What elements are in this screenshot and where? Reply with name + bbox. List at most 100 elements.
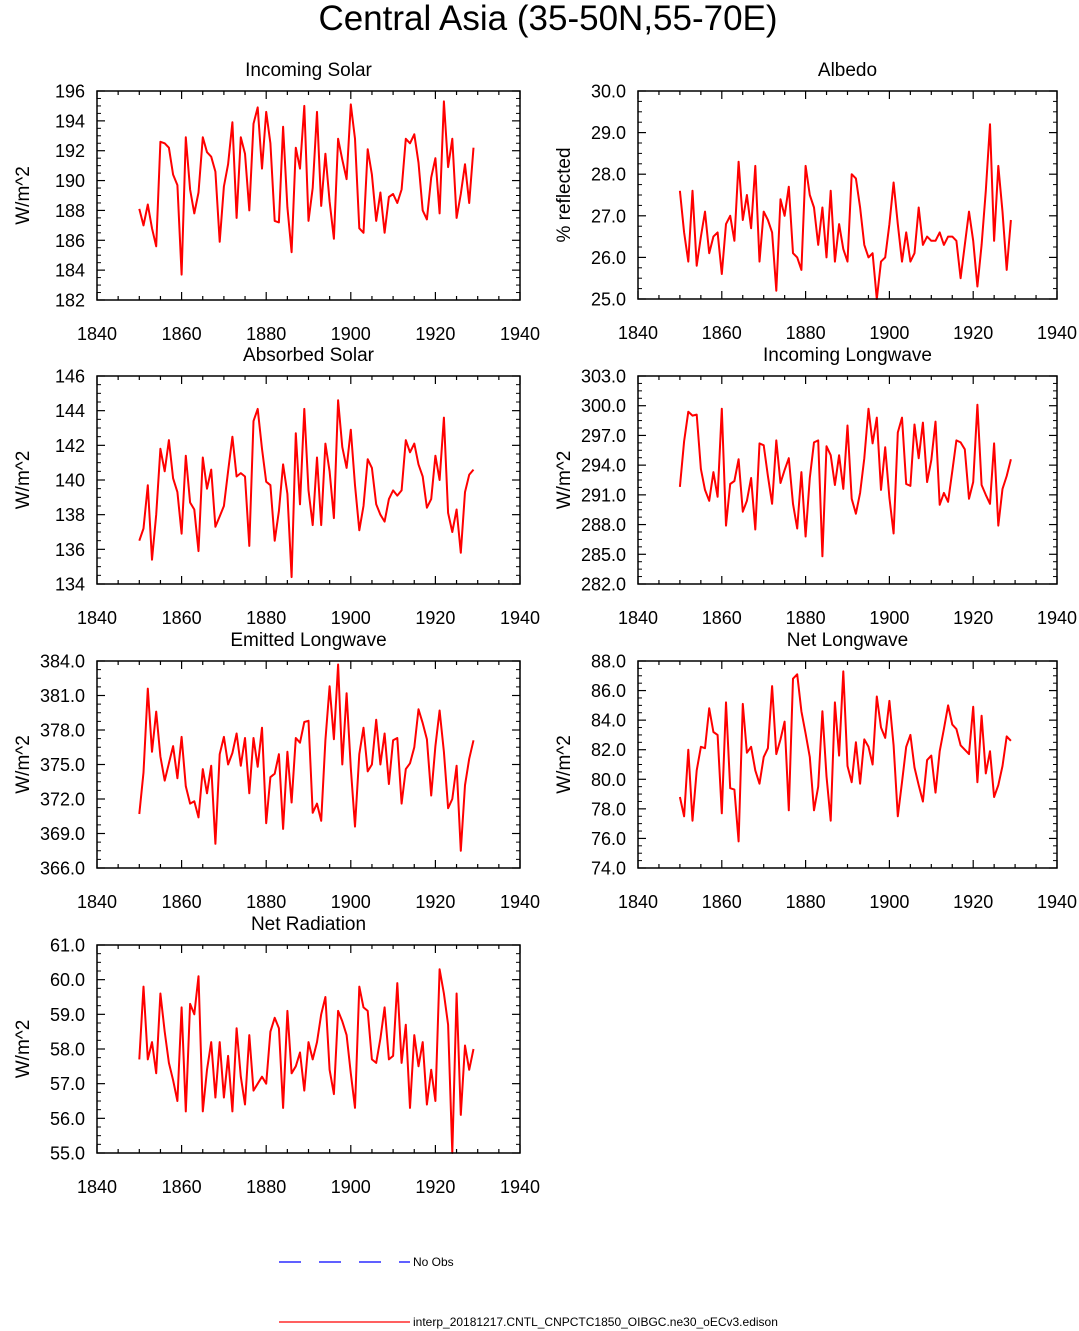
series-line xyxy=(138,663,475,852)
plot-frame xyxy=(96,375,521,585)
y-tick-label: 369.0 xyxy=(40,824,85,844)
y-tick-label: 192 xyxy=(55,141,85,161)
x-tick-label: 1840 xyxy=(77,892,117,912)
x-tick-label: 1840 xyxy=(618,608,658,628)
panels: Incoming Solar W/m^2 1840 1860 1880 1900 1920 1… xyxy=(13,60,1077,1197)
y-tick-label: 140 xyxy=(55,471,85,491)
x-tick-label: 1940 xyxy=(1037,892,1077,912)
y-tick-label: 142 xyxy=(55,436,85,456)
y-tick-label: 196 xyxy=(55,82,85,102)
chart-panel-3: Absorbed Solar W/m^2 1840 1860 1880 1900 1920 1… xyxy=(13,345,540,628)
y-tick-label: 291.0 xyxy=(581,485,626,505)
chart-title: Albedo xyxy=(818,60,877,81)
y-tick-label: 55.0 xyxy=(50,1144,85,1164)
y-tick-label: 144 xyxy=(55,401,85,421)
y-tick-label: 384.0 xyxy=(40,652,85,672)
chart-title: Net Longwave xyxy=(787,630,908,651)
y-tick-label: 182 xyxy=(55,291,85,311)
y-tick-label: 366.0 xyxy=(40,859,85,879)
y-tick-label: 28.0 xyxy=(591,165,626,185)
page-title: Central Asia (35-50N,55-70E) xyxy=(318,0,777,38)
model-legend-label: interp_20181217.CNTL_CNPCTC1850_OIBGC.ne… xyxy=(413,1315,778,1329)
x-tick-label: 1940 xyxy=(1037,608,1077,628)
x-tick-label: 1860 xyxy=(162,608,202,628)
x-tick-label: 1920 xyxy=(953,608,993,628)
y-tick-label: 184 xyxy=(55,261,85,281)
x-tick-label: 1920 xyxy=(415,892,455,912)
plot-frame xyxy=(637,660,1058,869)
chart-title: Absorbed Solar xyxy=(243,345,375,366)
x-tick-label: 1880 xyxy=(786,323,826,343)
series-line xyxy=(138,100,475,276)
x-tick-label: 1880 xyxy=(246,1177,286,1197)
x-tick-label: 1900 xyxy=(869,892,909,912)
y-tick-label: 78.0 xyxy=(591,799,626,819)
chart-panel-2: Albedo % reflected 1840 1860 1880 1900 1920 194… xyxy=(554,60,1077,343)
y-tick-label: 285.0 xyxy=(581,545,626,565)
series-line xyxy=(678,670,1012,843)
y-tick-label: 88.0 xyxy=(591,652,626,672)
chart-panel-7: Net Radiation W/m^2 1840 1860 1880 1900 1920 19… xyxy=(13,914,540,1197)
chart-title: Incoming Solar xyxy=(245,60,372,81)
x-tick-label: 1880 xyxy=(246,608,286,628)
x-tick-label: 1860 xyxy=(162,892,202,912)
x-tick-label: 1840 xyxy=(77,324,117,344)
plot-frame xyxy=(96,944,521,1154)
plot-frame xyxy=(96,90,521,301)
x-tick-label: 1880 xyxy=(786,892,826,912)
y-tick-label: 59.0 xyxy=(50,1005,85,1025)
y-tick-label: 57.0 xyxy=(50,1074,85,1094)
y-tick-label: 372.0 xyxy=(40,790,85,810)
x-tick-label: 1860 xyxy=(702,323,742,343)
y-axis-label: % reflected xyxy=(554,147,575,242)
y-tick-label: 294.0 xyxy=(581,456,626,476)
y-tick-label: 300.0 xyxy=(581,396,626,416)
plot-frame xyxy=(637,90,1058,300)
series-line xyxy=(678,123,1012,300)
x-tick-label: 1900 xyxy=(331,1177,371,1197)
x-tick-label: 1900 xyxy=(331,608,371,628)
y-tick-label: 58.0 xyxy=(50,1040,85,1060)
x-tick-label: 1940 xyxy=(1037,323,1077,343)
y-tick-label: 61.0 xyxy=(50,936,85,956)
x-tick-label: 1920 xyxy=(953,892,993,912)
x-tick-label: 1840 xyxy=(618,892,658,912)
x-tick-label: 1880 xyxy=(246,324,286,344)
y-tick-label: 190 xyxy=(55,171,85,191)
series-line xyxy=(678,403,1012,558)
y-tick-label: 56.0 xyxy=(50,1109,85,1129)
x-tick-label: 1920 xyxy=(953,323,993,343)
y-tick-label: 84.0 xyxy=(591,711,626,731)
x-tick-label: 1900 xyxy=(869,323,909,343)
chart-panel-1: Incoming Solar W/m^2 1840 1860 1880 1900 1920 1… xyxy=(13,60,540,344)
y-axis-label: W/m^2 xyxy=(13,1020,34,1079)
x-tick-label: 1860 xyxy=(162,1177,202,1197)
y-tick-label: 29.0 xyxy=(591,123,626,143)
y-tick-label: 138 xyxy=(55,505,85,525)
y-tick-label: 375.0 xyxy=(40,755,85,775)
y-axis-label: W/m^2 xyxy=(13,166,34,225)
x-tick-label: 1940 xyxy=(500,892,540,912)
x-tick-label: 1880 xyxy=(246,892,286,912)
y-tick-label: 82.0 xyxy=(591,740,626,760)
y-tick-label: 282.0 xyxy=(581,575,626,595)
y-tick-label: 136 xyxy=(55,540,85,560)
x-tick-label: 1940 xyxy=(500,1177,540,1197)
chart-title: Incoming Longwave xyxy=(763,345,932,366)
chart-panel-4: Incoming Longwave W/m^2 1840 1860 1880 1900 19… xyxy=(554,345,1077,628)
y-tick-label: 26.0 xyxy=(591,248,626,268)
x-tick-label: 1900 xyxy=(869,608,909,628)
y-tick-label: 288.0 xyxy=(581,515,626,535)
y-tick-label: 186 xyxy=(55,231,85,251)
plot-frame xyxy=(637,375,1058,585)
y-axis-label: W/m^2 xyxy=(554,451,575,510)
y-tick-label: 134 xyxy=(55,575,85,595)
y-tick-label: 303.0 xyxy=(581,367,626,387)
x-tick-label: 1920 xyxy=(415,1177,455,1197)
y-tick-label: 25.0 xyxy=(591,290,626,310)
x-tick-label: 1840 xyxy=(618,323,658,343)
legend: No Obs interp_20181217.CNTL_CNPCTC1850_O… xyxy=(279,1255,778,1329)
y-axis-label: W/m^2 xyxy=(13,451,34,510)
x-tick-label: 1940 xyxy=(500,324,540,344)
y-tick-label: 146 xyxy=(55,367,85,387)
